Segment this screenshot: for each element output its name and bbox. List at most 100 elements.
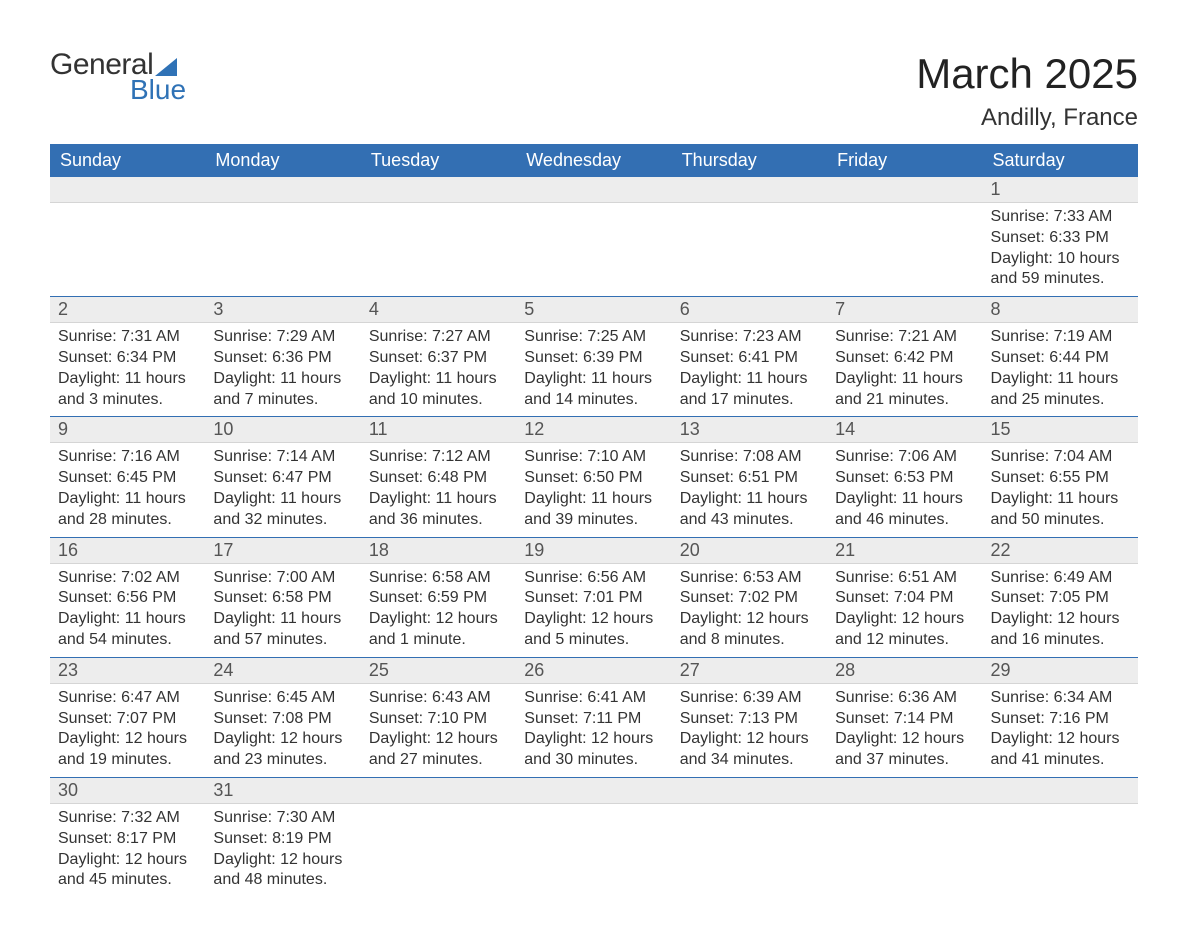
daylight-line: Daylight: 11 hours and 3 minutes.: [58, 369, 197, 411]
sunrise-line: Sunrise: 6:39 AM: [680, 688, 819, 709]
calendar-week-row: 1Sunrise: 7:33 AMSunset: 6:33 PMDaylight…: [50, 177, 1138, 297]
brand-sail-icon: [155, 58, 177, 76]
day-data: Sunrise: 7:21 AMSunset: 6:42 PMDaylight:…: [827, 323, 982, 416]
sunset-line: Sunset: 6:34 PM: [58, 348, 197, 369]
sunset-line: Sunset: 6:39 PM: [524, 348, 663, 369]
sunset-line: Sunset: 7:10 PM: [369, 709, 508, 730]
daylight-line: Daylight: 12 hours and 19 minutes.: [58, 729, 197, 771]
day-number: 29: [983, 658, 1138, 684]
weekday-header-row: SundayMondayTuesdayWednesdayThursdayFrid…: [50, 144, 1138, 177]
weekday-header: Sunday: [50, 144, 205, 177]
day-number: 5: [516, 297, 671, 323]
day-number: 26: [516, 658, 671, 684]
sunset-line: Sunset: 7:08 PM: [213, 709, 352, 730]
daylight-line: Daylight: 11 hours and 46 minutes.: [835, 489, 974, 531]
daylight-line: Daylight: 12 hours and 48 minutes.: [213, 850, 352, 892]
calendar-cell: 18Sunrise: 6:58 AMSunset: 6:59 PMDayligh…: [361, 537, 516, 657]
sunset-line: Sunset: 6:41 PM: [680, 348, 819, 369]
calendar-cell: 7Sunrise: 7:21 AMSunset: 6:42 PMDaylight…: [827, 297, 982, 417]
sunset-line: Sunset: 7:07 PM: [58, 709, 197, 730]
sunset-line: Sunset: 7:05 PM: [991, 588, 1130, 609]
calendar-cell: 2Sunrise: 7:31 AMSunset: 6:34 PMDaylight…: [50, 297, 205, 417]
calendar-cell: 16Sunrise: 7:02 AMSunset: 6:56 PMDayligh…: [50, 537, 205, 657]
day-number: 12: [516, 417, 671, 443]
day-data: Sunrise: 7:08 AMSunset: 6:51 PMDaylight:…: [672, 443, 827, 536]
calendar-cell: 4Sunrise: 7:27 AMSunset: 6:37 PMDaylight…: [361, 297, 516, 417]
sunset-line: Sunset: 7:04 PM: [835, 588, 974, 609]
calendar-week-row: 23Sunrise: 6:47 AMSunset: 7:07 PMDayligh…: [50, 657, 1138, 777]
sunrise-line: Sunrise: 7:06 AM: [835, 447, 974, 468]
sunrise-line: Sunrise: 6:34 AM: [991, 688, 1130, 709]
weekday-header: Saturday: [983, 144, 1138, 177]
day-number: [361, 177, 516, 203]
sunrise-line: Sunrise: 7:19 AM: [991, 327, 1130, 348]
daylight-line: Daylight: 11 hours and 36 minutes.: [369, 489, 508, 531]
calendar-body: 1 Sunrise: 7:33 AMSunset: 6:33 PM Daylight…: [50, 177, 1138, 897]
day-data: Sunrise: 6:34 AMSunset: 7:16 PMDaylight:…: [983, 684, 1138, 777]
daylight-line: Daylight: 11 hours and 25 minutes.: [991, 369, 1130, 411]
sunrise-line: Sunrise: 6:41 AM: [524, 688, 663, 709]
calendar-cell: 11Sunrise: 7:12 AMSunset: 6:48 PMDayligh…: [361, 417, 516, 537]
sunset-line: Sunset: 8:17 PM: [58, 829, 197, 850]
daylight-line: Daylight: 12 hours and 16 minutes.: [991, 609, 1130, 651]
day-data: Sunrise: 6:51 AMSunset: 7:04 PMDaylight:…: [827, 564, 982, 657]
sunrise-line: Sunrise: 6:56 AM: [524, 568, 663, 589]
day-number: 11: [361, 417, 516, 443]
day-data: Sunrise: 6:49 AMSunset: 7:05 PMDaylight:…: [983, 564, 1138, 657]
sunset-line: Sunset: 6:55 PM: [991, 468, 1130, 489]
sunrise-line: Sunrise: 7:04 AM: [991, 447, 1130, 468]
calendar-week-row: 16Sunrise: 7:02 AMSunset: 6:56 PMDayligh…: [50, 537, 1138, 657]
sunrise-line: Sunrise: 7:30 AM: [213, 808, 352, 829]
daylight-line: Daylight: 11 hours and 17 minutes.: [680, 369, 819, 411]
day-data: Sunrise: 6:39 AMSunset: 7:13 PMDaylight:…: [672, 684, 827, 777]
day-number: [672, 177, 827, 203]
day-data: Sunrise: 6:36 AMSunset: 7:14 PMDaylight:…: [827, 684, 982, 777]
daylight-line: Daylight: 11 hours and 57 minutes.: [213, 609, 352, 651]
day-number: 4: [361, 297, 516, 323]
sunset-line: Sunset: 7:02 PM: [680, 588, 819, 609]
day-data: Sunrise: 7:04 AMSunset: 6:55 PMDaylight:…: [983, 443, 1138, 536]
sunset-line: Sunset: 6:56 PM: [58, 588, 197, 609]
day-data: Sunrise: 7:29 AMSunset: 6:36 PMDaylight:…: [205, 323, 360, 416]
calendar-cell: [205, 177, 360, 297]
sunrise-line: Sunrise: 6:58 AM: [369, 568, 508, 589]
day-data: [672, 203, 827, 289]
day-number: 21: [827, 538, 982, 564]
calendar-cell: [827, 777, 982, 897]
calendar-cell: 15Sunrise: 7:04 AMSunset: 6:55 PMDayligh…: [983, 417, 1138, 537]
day-data: Sunrise: 7:25 AMSunset: 6:39 PMDaylight:…: [516, 323, 671, 416]
sunset-line: Sunset: 6:58 PM: [213, 588, 352, 609]
calendar-cell: 12Sunrise: 7:10 AMSunset: 6:50 PMDayligh…: [516, 417, 671, 537]
day-number: 10: [205, 417, 360, 443]
sunrise-line: Sunrise: 7:16 AM: [58, 447, 197, 468]
day-number: [516, 778, 671, 804]
sunrise-line: Sunrise: 7:33 AM: [991, 207, 1130, 228]
day-data: [516, 203, 671, 289]
day-number: 19: [516, 538, 671, 564]
day-data: Sunrise: 7:10 AMSunset: 6:50 PMDaylight:…: [516, 443, 671, 536]
calendar-cell: 9Sunrise: 7:16 AMSunset: 6:45 PMDaylight…: [50, 417, 205, 537]
calendar-cell: 3Sunrise: 7:29 AMSunset: 6:36 PMDaylight…: [205, 297, 360, 417]
calendar-cell: [50, 177, 205, 297]
daylight-line: Daylight: 11 hours and 7 minutes.: [213, 369, 352, 411]
calendar-cell: 14Sunrise: 7:06 AMSunset: 6:53 PMDayligh…: [827, 417, 982, 537]
day-data: Sunrise: 7:14 AMSunset: 6:47 PMDaylight:…: [205, 443, 360, 536]
day-number: 9: [50, 417, 205, 443]
day-data: Sunrise: 7:30 AMSunset: 8:19 PMDaylight:…: [205, 804, 360, 897]
day-number: [827, 177, 982, 203]
day-number: [672, 778, 827, 804]
sunset-line: Sunset: 6:42 PM: [835, 348, 974, 369]
calendar-cell: 5Sunrise: 7:25 AMSunset: 6:39 PMDaylight…: [516, 297, 671, 417]
brand-word-2: Blue: [130, 76, 186, 104]
sunset-line: Sunset: 6:33 PM: [991, 228, 1130, 249]
calendar-cell: [516, 177, 671, 297]
calendar-cell: [672, 177, 827, 297]
day-data: Sunrise: 6:45 AMSunset: 7:08 PMDaylight:…: [205, 684, 360, 777]
day-number: 14: [827, 417, 982, 443]
day-number: 8: [983, 297, 1138, 323]
sunset-line: Sunset: 7:13 PM: [680, 709, 819, 730]
sunrise-line: Sunrise: 7:02 AM: [58, 568, 197, 589]
day-data: [361, 804, 516, 890]
day-number: 1: [983, 177, 1138, 203]
day-data: Sunrise: 6:58 AMSunset: 6:59 PMDaylight:…: [361, 564, 516, 657]
